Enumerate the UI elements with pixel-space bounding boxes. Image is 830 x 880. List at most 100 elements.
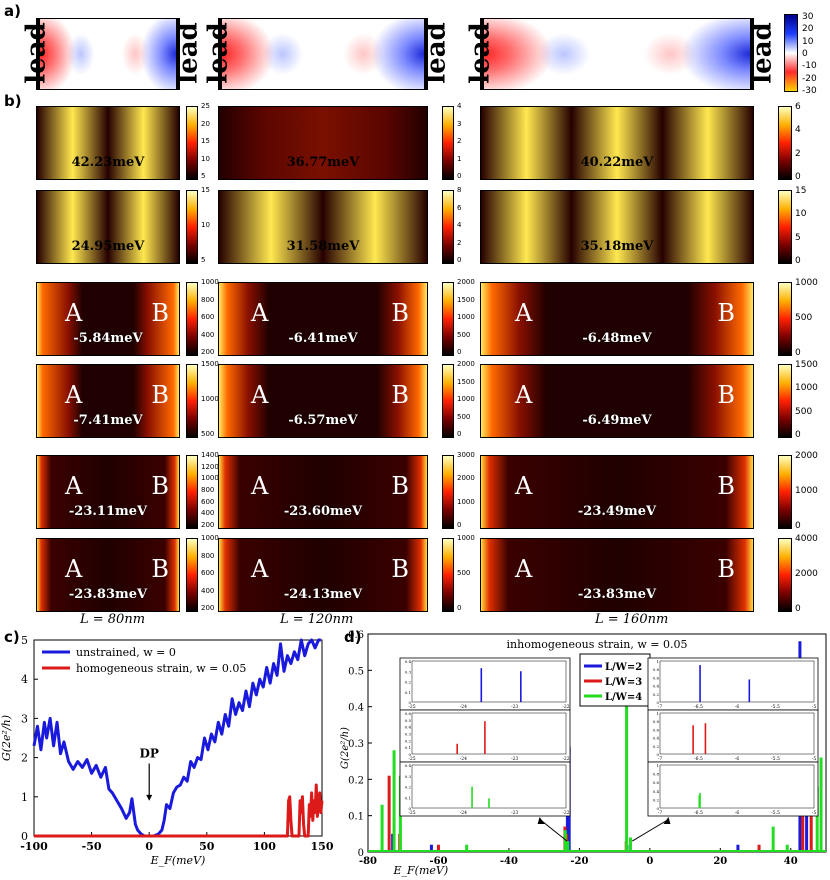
panel-label-d: d) bbox=[344, 628, 362, 646]
inset-x-tick: -5.5 bbox=[771, 810, 780, 816]
ldos-colorbar-tick: 200 bbox=[201, 604, 215, 612]
ldos-colorbar-tick: 1000 bbox=[795, 278, 818, 288]
y-tick-label: 1 bbox=[21, 791, 28, 804]
strain-map-0 bbox=[36, 18, 180, 90]
ldos-colorbar-tick: 4 bbox=[457, 221, 462, 229]
inset-y-tick: 0.6 bbox=[653, 727, 660, 732]
site-label-a: A bbox=[65, 555, 83, 583]
inset-axes bbox=[659, 712, 815, 755]
ldos-colorbar-tick: 400 bbox=[201, 586, 215, 595]
inset-y-tick: 1 bbox=[656, 763, 659, 768]
ldos-colorbar bbox=[778, 538, 792, 612]
x-axis-label: E_F(meV) bbox=[150, 854, 206, 867]
inset-x-tick: -25 bbox=[408, 756, 415, 762]
panel-label-b: b) bbox=[4, 92, 22, 110]
inset-y-tick: 0.4 bbox=[653, 736, 660, 741]
peak-2 bbox=[625, 692, 629, 852]
site-label-b: B bbox=[717, 381, 735, 409]
ldos-colorbar-tick: 0 bbox=[795, 172, 801, 182]
inset-x-tick: -24 bbox=[460, 756, 467, 762]
inset-y-tick: 0 bbox=[656, 806, 659, 811]
x-tick-label: -60 bbox=[429, 856, 447, 867]
ldos-colorbar-tick: 0 bbox=[457, 348, 462, 356]
ldos-colorbar-tick: 15 bbox=[795, 186, 807, 196]
energy-label: 36.77meV bbox=[286, 155, 360, 170]
panel-label-a: a) bbox=[4, 2, 21, 20]
energy-label: -7.41meV bbox=[73, 413, 143, 428]
site-label-b: B bbox=[391, 299, 409, 327]
inset-y-tick: 0.4 bbox=[653, 789, 660, 794]
peak-0 bbox=[736, 844, 740, 852]
ldos-colorbar-tick: 800 bbox=[201, 551, 215, 560]
y-tick-label: 0.5 bbox=[348, 666, 364, 677]
inset-arrow-right bbox=[631, 819, 668, 842]
inset-x-tick: -6 bbox=[735, 756, 740, 762]
strain-tick: -20 bbox=[802, 73, 817, 84]
lead-label: lead bbox=[173, 22, 204, 84]
ldos-colorbar bbox=[442, 106, 454, 180]
ldos-map-r3-c2: -6.49meV A B bbox=[480, 364, 754, 438]
legend-label: unstrained, w = 0 bbox=[76, 646, 176, 659]
inset-2: 0 0.1 0.2 0.3 0.4 -25 -24 -23 -22 bbox=[399, 761, 571, 817]
ldos-map-r5-c2: -23.83meV A B bbox=[480, 538, 754, 612]
legend-label: L/W=4 bbox=[605, 692, 642, 703]
site-label-b: B bbox=[717, 472, 735, 500]
ldos-map-r3-c1: -6.57meV A B bbox=[218, 364, 428, 438]
series-line-1 bbox=[34, 783, 324, 838]
energy-label: -23.83meV bbox=[577, 587, 657, 602]
ldos-colorbar-tick: 25 bbox=[201, 102, 210, 110]
inset-x-tick: -25 bbox=[408, 810, 415, 816]
inset-y-tick: 1 bbox=[656, 659, 659, 664]
site-label-a: A bbox=[515, 555, 533, 583]
lead-label: lead bbox=[21, 22, 52, 84]
strain-tick: 20 bbox=[802, 24, 814, 35]
ldos-colorbar-tick: 0 bbox=[457, 256, 462, 264]
y-tick-label: 5 bbox=[21, 634, 28, 647]
ldos-colorbar-tick: 1500 bbox=[795, 360, 818, 370]
y-tick-label: 0.4 bbox=[348, 703, 364, 714]
inset-x-tick: -5 bbox=[812, 810, 817, 816]
ldos-colorbar-tick: 6 bbox=[795, 102, 801, 112]
inset-x-tick: -6.5 bbox=[694, 704, 703, 710]
peak-2 bbox=[563, 830, 567, 852]
ldos-colorbar bbox=[778, 106, 792, 180]
ldos-colorbar bbox=[778, 282, 792, 356]
inset-5: 0 0.2 0.4 0.6 0.8 1 -7 -6.5 -6 -5.5 -5 bbox=[647, 761, 819, 817]
energy-label: -6.57meV bbox=[288, 413, 358, 428]
x-tick-label: -40 bbox=[500, 856, 518, 867]
inset-y-tick: 0.6 bbox=[653, 675, 660, 680]
ldos-colorbar-tick: 400 bbox=[201, 330, 215, 339]
annotation-dp: DP bbox=[139, 747, 158, 761]
site-label-a: A bbox=[65, 472, 83, 500]
inset-x-tick: -5.5 bbox=[771, 756, 780, 762]
inset-y-tick: 0 bbox=[656, 752, 659, 757]
x-tick-label: 0 bbox=[145, 840, 153, 853]
inset-y-tick: 0.8 bbox=[653, 772, 660, 777]
inset-x-tick: -6.5 bbox=[694, 810, 703, 816]
site-label-b: B bbox=[717, 299, 735, 327]
ldos-colorbar-tick: 20 bbox=[201, 119, 210, 128]
ldos-colorbar-tick: 600 bbox=[201, 569, 215, 577]
inset-frame bbox=[647, 709, 819, 763]
peak-2 bbox=[785, 844, 789, 852]
legend-label: L/W=3 bbox=[605, 677, 642, 688]
inset-frame bbox=[647, 657, 819, 711]
inset-y-tick: 0.8 bbox=[653, 667, 660, 672]
legend-label: L/W=2 bbox=[605, 662, 642, 673]
inset-axes bbox=[659, 764, 815, 809]
ldos-colorbar-tick: 1000 bbox=[795, 486, 818, 496]
inset-arrowhead-left bbox=[537, 817, 545, 824]
site-label-b: B bbox=[391, 472, 409, 500]
inset-x-tick: -23 bbox=[511, 756, 518, 762]
inset-axes bbox=[411, 712, 567, 755]
ldos-colorbar-tick: 1000 bbox=[201, 395, 219, 403]
inset-x-tick: -6 bbox=[735, 810, 740, 816]
y-axis-label: G(2e²/h) bbox=[0, 715, 13, 761]
ldos-map-r2-c2: -6.48meV A B bbox=[480, 282, 754, 356]
x-tick-label: -50 bbox=[82, 840, 102, 853]
site-label-b: B bbox=[391, 555, 409, 583]
chart-c-conductance: -100 -50 0 50 100 150 0 1 2 3 4 5 unstrained, w = 0 h… bbox=[0, 634, 334, 867]
ldos-colorbar-tick: 0 bbox=[795, 348, 801, 358]
peak-2 bbox=[380, 804, 384, 852]
ldos-colorbar bbox=[778, 455, 792, 529]
